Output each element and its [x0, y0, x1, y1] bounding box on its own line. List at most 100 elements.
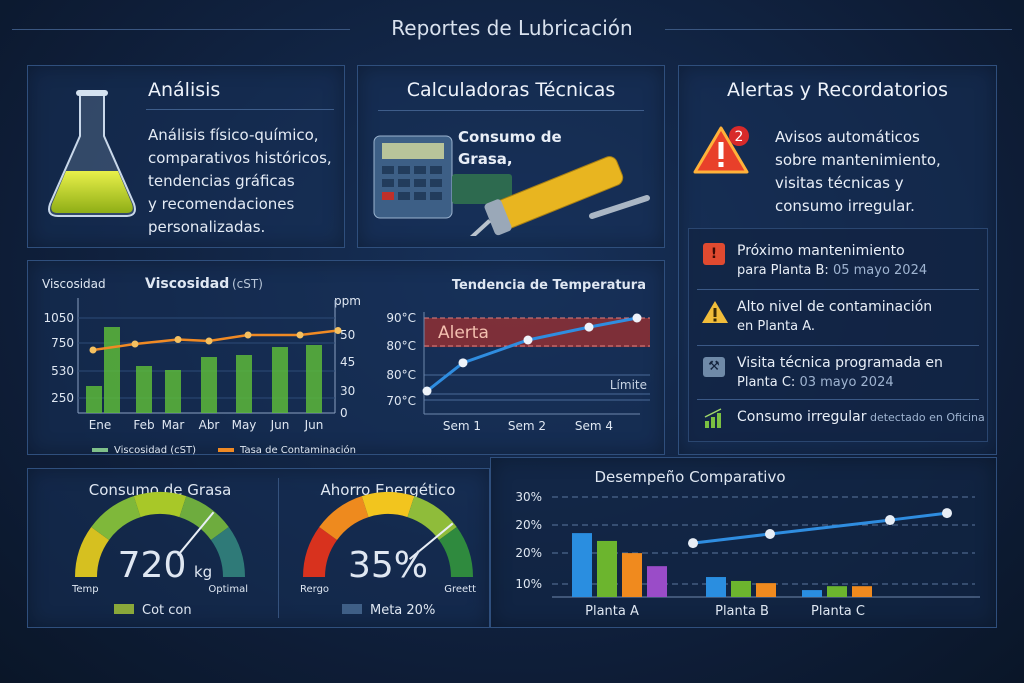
bar-viscosidad [136, 366, 152, 413]
temperature-point [523, 335, 533, 345]
calculator-icon [373, 135, 453, 219]
alertas-card[interactable]: Alertas y Recordatorios 2 Avisos automát… [678, 65, 997, 455]
y2-tick-label: 30 [340, 384, 355, 398]
analisis-card[interactable]: Análisis Análisis físico-químico, compar… [27, 65, 345, 248]
legend-swatch [92, 448, 108, 452]
analisis-heading: Análisis [148, 79, 221, 101]
chart-title-unit: (cST) [232, 277, 263, 291]
chart-title: Viscosidad [145, 276, 229, 292]
point-contaminacion [174, 336, 182, 343]
bar-viscosidad [236, 355, 252, 413]
error-icon: ! [703, 243, 725, 265]
temperature-point [458, 358, 468, 368]
divider [665, 29, 1012, 30]
alert-item-mantenimiento[interactable]: ! Próximo mantenimiento para Planta B: 0… [697, 241, 985, 281]
bar-viscosidad [306, 345, 322, 413]
x-tick-label: Abr [199, 418, 220, 432]
x-tick-label: Sem 4 [575, 419, 613, 433]
grease-gun-icon [456, 156, 624, 236]
alert-title: Visita técnica programada en [737, 355, 943, 371]
calculadoras-heading: Calculadoras Técnicas [406, 79, 616, 101]
legend-swatch [218, 448, 234, 452]
analisis-description: Análisis físico-químico, comparativos hi… [148, 124, 332, 239]
alert-item-visita[interactable]: ⚒ Visita técnica programada en Planta C:… [697, 353, 985, 393]
x-tick-label: Jun [304, 418, 324, 432]
text-line: visitas técnicas y [775, 174, 904, 192]
y-tick-label: 530 [51, 364, 74, 378]
alert-text: para Planta B: [737, 263, 829, 278]
text-line: personalizadas. [148, 218, 266, 236]
bills-icon [452, 174, 512, 204]
alertas-intro: Avisos automáticos sobre mantenimiento, … [775, 126, 941, 218]
x-tick-label: Ene [89, 418, 112, 432]
wrench-icon [589, 195, 650, 219]
alertas-heading: Alertas y Recordatorios [726, 79, 949, 101]
temperature-point [632, 313, 642, 323]
y-tick-label: 80°C [386, 368, 416, 382]
text-line: y recomendaciones [148, 195, 295, 213]
divider [697, 399, 979, 400]
y-tick-label: 1050 [43, 311, 74, 325]
divider [697, 345, 979, 346]
y-axis-label: Viscosidad [42, 277, 106, 291]
text-line: Avisos automáticos [775, 128, 920, 146]
divider [278, 478, 279, 618]
bar-viscosidad [86, 386, 102, 413]
text-line: comparativos históricos, [148, 149, 332, 167]
charts-panel [27, 260, 665, 455]
y2-tick-label: 50 [340, 328, 355, 342]
temperature-point [584, 322, 594, 332]
page-title: Reportes de Lubricación [391, 16, 633, 40]
alert-item-contaminacion[interactable]: Alto nivel de contaminación en Planta A. [697, 297, 985, 337]
bar-viscosidad [201, 357, 217, 413]
text-line: Grasa, [458, 150, 513, 168]
gauges-panel [27, 468, 490, 628]
calculator-label: Consumo de Grasa, [458, 126, 562, 170]
alert-title: Consumo irregular [737, 409, 867, 425]
alert-title: Alto nivel de contaminación [737, 299, 933, 315]
y-tick-label: 750 [51, 336, 74, 350]
x-tick-label: Sem 2 [508, 419, 546, 433]
bar-viscosidad [104, 327, 120, 413]
bar-viscosidad [272, 347, 288, 413]
divider [12, 29, 350, 30]
divider [146, 109, 334, 110]
warning-icon [702, 301, 728, 323]
alert-text: Planta C: [737, 375, 796, 390]
calculadoras-card[interactable]: Calculadoras Técnicas Consumo de Grasa, [357, 65, 665, 248]
text-line: Análisis físico-químico, [148, 126, 319, 144]
chart-title: Tendencia de Temperatura [452, 278, 646, 293]
legend-label: Viscosidad (cST) [114, 445, 196, 456]
point-contaminacion [296, 331, 304, 339]
alert-text: detectado en Oficina [866, 411, 985, 424]
x-tick-label: Mar [162, 418, 185, 432]
alert-text: en Planta A. [737, 319, 816, 334]
notification-badge: 2 [735, 129, 744, 145]
calculator-grease-gun-illustration [373, 135, 650, 236]
divider [697, 289, 979, 290]
x-tick-label: May [232, 418, 257, 432]
y-tick-label: 250 [51, 391, 74, 405]
y-tick-label: 90°C [386, 311, 416, 325]
alert-list: ! Próximo mantenimiento para Planta B: 0… [688, 228, 988, 442]
y2-tick-label: 0 [340, 406, 348, 420]
wrench-icon: ⚒ [703, 357, 725, 377]
chart-icon [704, 408, 722, 428]
temperature-point [422, 386, 432, 396]
alert-date: 05 mayo 2024 [828, 263, 928, 278]
divider [378, 110, 644, 111]
x-tick-label: Feb [133, 418, 154, 432]
limit-label: Límite [610, 378, 647, 392]
desempeno-panel [490, 457, 997, 628]
text-line: consumo irregular. [775, 197, 915, 215]
text-line: sobre mantenimiento, [775, 151, 941, 169]
text-line: Consumo de [458, 128, 562, 146]
alert-item-consumo[interactable]: Consumo irregular detectado en Oficina [697, 407, 985, 428]
point-contaminacion [131, 340, 139, 348]
alert-label: Alerta [438, 323, 489, 343]
text-line: tendencias gráficas [148, 172, 295, 190]
alert-title: Próximo mantenimiento [737, 243, 905, 259]
warning-bell-icon[interactable]: 2 [693, 122, 753, 182]
flask-icon [48, 90, 136, 217]
